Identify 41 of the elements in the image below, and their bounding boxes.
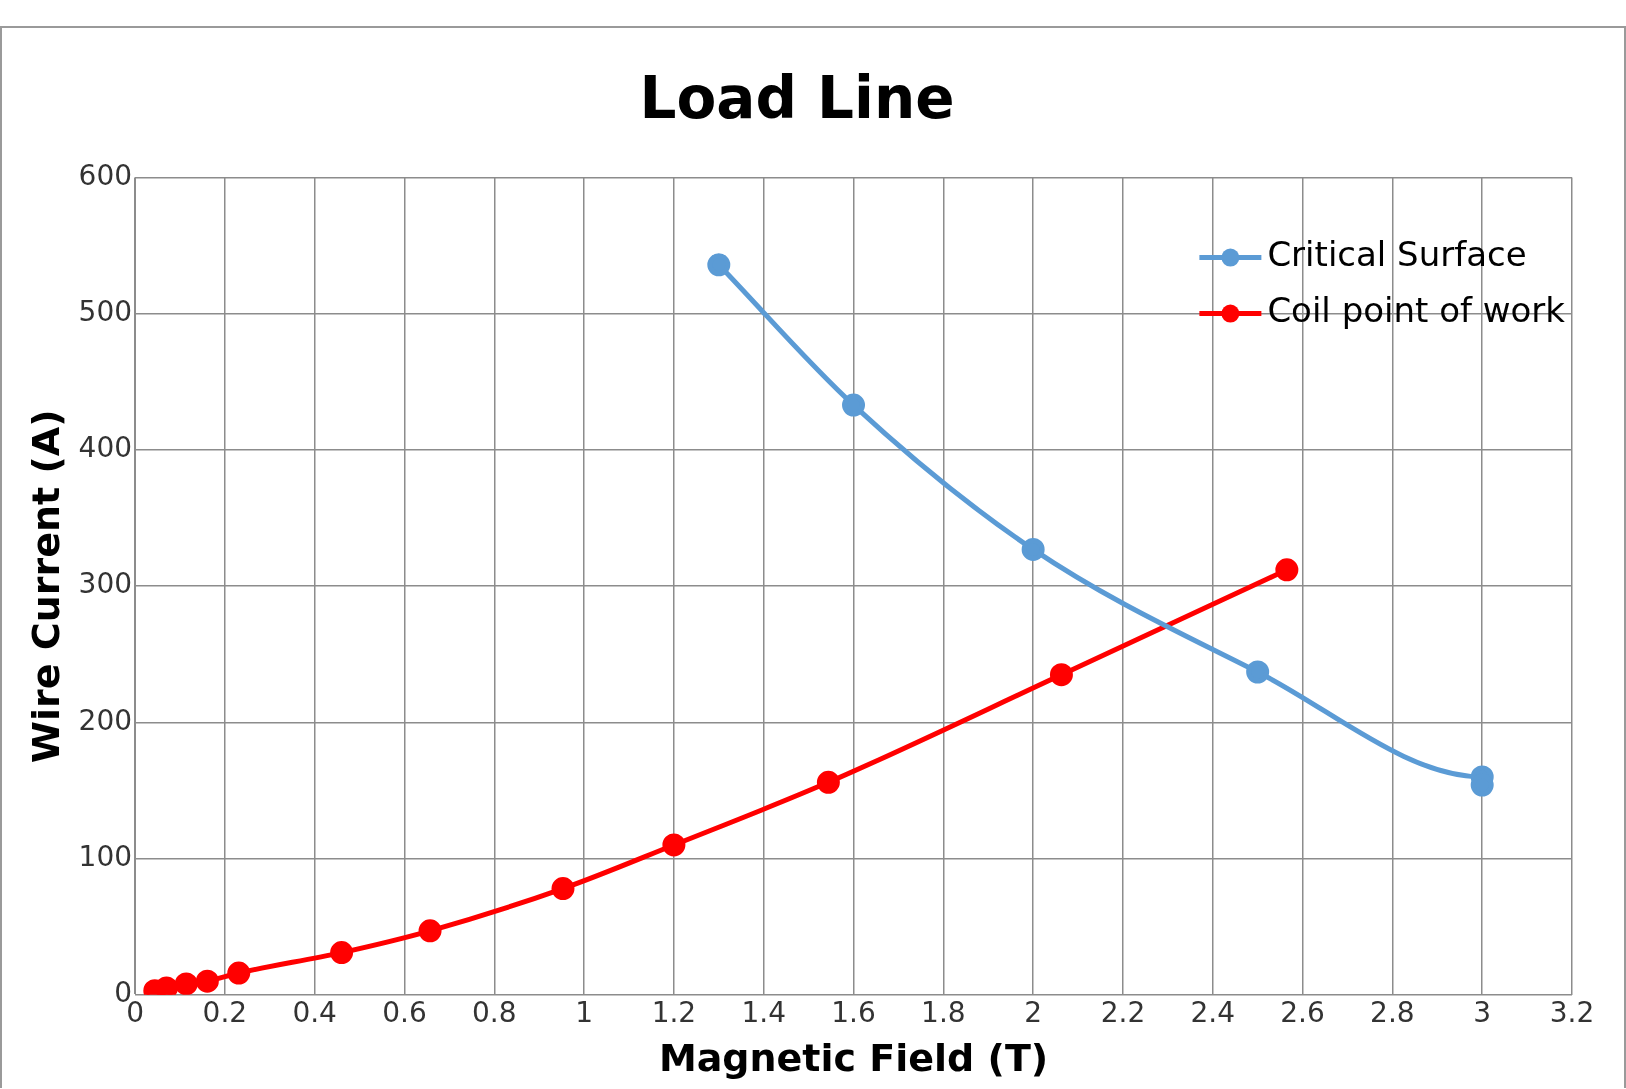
legend-label: Coil point of work: [1267, 290, 1566, 331]
y-tick-label: 200: [78, 703, 133, 737]
x-tick-label: 1: [575, 995, 594, 1029]
chart-title: Load Line: [639, 63, 955, 132]
y-tick-label: 300: [78, 567, 133, 601]
point: [1049, 663, 1073, 687]
point: [195, 969, 219, 993]
point: [330, 941, 354, 965]
x-tick-label: 3.2: [1549, 995, 1595, 1029]
x-tick-label: 0.6: [382, 995, 427, 1029]
point: [1275, 558, 1299, 582]
legend-label: Critical Surface: [1267, 234, 1527, 275]
x-axis-title: Magnetic Field (T): [658, 1036, 1049, 1081]
x-tick-label: 0.4: [292, 995, 337, 1029]
point: [551, 877, 575, 901]
point: [707, 253, 731, 277]
x-tick-label: 2.2: [1100, 995, 1146, 1029]
point: [227, 961, 251, 985]
point: [1246, 660, 1270, 684]
y-axis-title: Wire Current (A): [23, 409, 68, 763]
x-tick-label: 0.8: [472, 995, 517, 1029]
x-tick-label: 1.2: [651, 995, 697, 1029]
point: [842, 393, 866, 417]
x-tick-label: 2.8: [1370, 995, 1415, 1029]
x-tick-label: 1.8: [921, 995, 966, 1029]
y-tick-label: 400: [78, 431, 133, 465]
point: [662, 833, 686, 857]
x-tick-label: 1.4: [741, 995, 786, 1029]
x-tick-label: 2.4: [1190, 995, 1236, 1029]
y-tick-label: 100: [78, 839, 133, 873]
point: [816, 770, 840, 794]
y-tick-label: 600: [78, 158, 133, 192]
point: [174, 972, 198, 995]
point: [418, 919, 442, 943]
x-tick-label: 3: [1473, 995, 1492, 1029]
x-tick-label: 2: [1024, 995, 1043, 1029]
x-tick-label: 2.6: [1280, 995, 1325, 1029]
x-tick-label: 0.2: [202, 995, 248, 1029]
x-tick-label: 1.6: [831, 995, 876, 1029]
point: [1021, 537, 1045, 561]
y-tick-label: 500: [78, 295, 133, 329]
